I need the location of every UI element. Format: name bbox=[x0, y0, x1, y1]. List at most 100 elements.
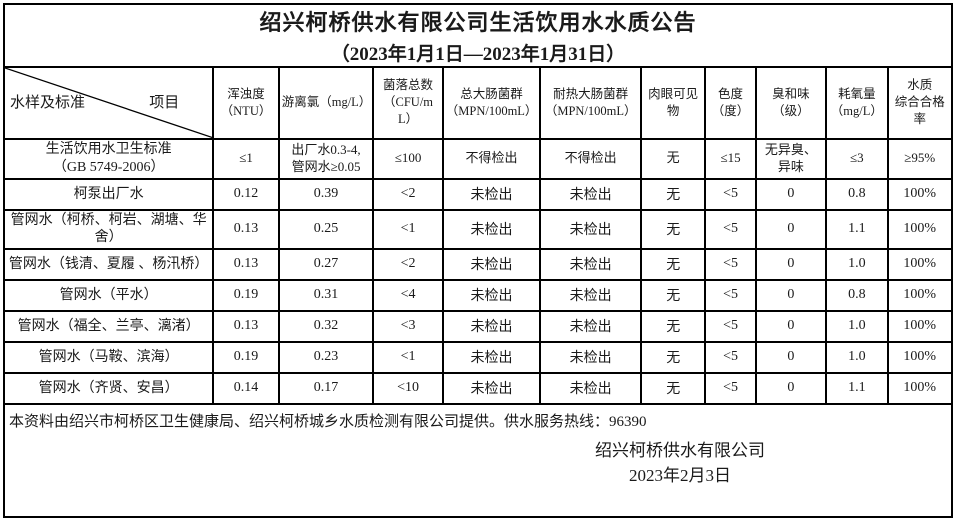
cell: 0 bbox=[754, 208, 828, 250]
col-header-colony-count: 菌落总数 （CFU/mL） bbox=[372, 66, 444, 140]
table-row: 管网水（钱清、夏履 、杨汛桥） 0.13 0.27 <2 未检出 未检出 无 <… bbox=[2, 247, 954, 281]
signature-block: 绍兴柯桥供水有限公司 2023年2月3日 bbox=[595, 438, 765, 489]
cell: 0.25 bbox=[277, 208, 375, 250]
col-header-heat-resistant-coliform: 耐热大肠菌群 （MPN/100mL） bbox=[539, 66, 642, 140]
table-row: 管网水（齐贤、安昌） 0.14 0.17 <10 未检出 未检出 无 <5 0 … bbox=[2, 371, 954, 405]
cell: 未检出 bbox=[539, 247, 642, 281]
cell: <5 bbox=[704, 177, 757, 211]
title-area: 绍兴柯桥供水有限公司生活饮用水水质公告 （2023年1月1日—2023年1月31… bbox=[3, 3, 953, 66]
cell: <5 bbox=[704, 208, 757, 250]
col-header-visible-matter: 肉眼可见物 bbox=[639, 66, 707, 140]
row-label: 管网水（柯桥、柯岩、湖塘、华舍） bbox=[2, 208, 215, 250]
cell: 无 bbox=[639, 208, 707, 250]
cell: ≤100 bbox=[372, 137, 444, 180]
cell: 100% bbox=[886, 371, 954, 405]
cell: 100% bbox=[886, 340, 954, 374]
cell: <5 bbox=[704, 247, 757, 281]
cell: 无异臭、 异味 bbox=[754, 137, 828, 180]
cell: 0.13 bbox=[212, 309, 280, 343]
cell: <1 bbox=[372, 208, 444, 250]
cell: 无 bbox=[639, 340, 707, 374]
page-subtitle: （2023年1月1日—2023年1月31日） bbox=[330, 44, 626, 65]
col-header-oxygen-consumption: 耗氧量 （mg/L） bbox=[825, 66, 889, 140]
cell: 未检出 bbox=[441, 371, 542, 405]
cell: 出厂水0.3-4, 管网水≥0.05 bbox=[277, 137, 375, 180]
cell: ≤1 bbox=[212, 137, 280, 180]
signature-date: 2023年2月3日 bbox=[629, 466, 731, 486]
cell: 1.0 bbox=[825, 247, 889, 281]
row-label: 管网水（福全、兰亭、漓渚） bbox=[2, 309, 215, 343]
cell: <2 bbox=[372, 247, 444, 281]
header-row: 水样及标准 项目 浑浊度 （NTU） 游离氯（mg/L） 菌落总数 （CFU/m… bbox=[2, 66, 954, 140]
cell: 未检出 bbox=[539, 177, 642, 211]
cell: 1.0 bbox=[825, 340, 889, 374]
cell: 无 bbox=[639, 137, 707, 180]
row-label: 生活饮用水卫生标准 （GB 5749-2006） bbox=[2, 137, 215, 180]
cell: <10 bbox=[372, 371, 444, 405]
water-quality-table: 水样及标准 项目 浑浊度 （NTU） 游离氯（mg/L） 菌落总数 （CFU/m… bbox=[2, 66, 954, 405]
cell: <5 bbox=[704, 309, 757, 343]
row-label: 管网水（钱清、夏履 、杨汛桥） bbox=[2, 247, 215, 281]
cell: 0.23 bbox=[277, 340, 375, 374]
cell: 未检出 bbox=[441, 208, 542, 250]
cell: 0.17 bbox=[277, 371, 375, 405]
cell: ≤15 bbox=[704, 137, 757, 180]
row-label: 柯泵出厂水 bbox=[2, 177, 215, 211]
col-header-total-coliform: 总大肠菌群 （MPN/100mL） bbox=[441, 66, 542, 140]
cell: 0 bbox=[754, 247, 828, 281]
cell: 0.12 bbox=[212, 177, 280, 211]
row-label: 管网水（马鞍、滨海） bbox=[2, 340, 215, 374]
cell: 100% bbox=[886, 278, 954, 312]
cell: 0 bbox=[754, 371, 828, 405]
cell: 0.31 bbox=[277, 278, 375, 312]
col-header-chroma: 色度 （度） bbox=[704, 66, 757, 140]
cell: ≤3 bbox=[825, 137, 889, 180]
cell: 不得检出 bbox=[539, 137, 642, 180]
cell: 0.13 bbox=[212, 208, 280, 250]
cell: 1.0 bbox=[825, 309, 889, 343]
cell: 未检出 bbox=[539, 208, 642, 250]
cell: 未检出 bbox=[441, 278, 542, 312]
cell: 0 bbox=[754, 309, 828, 343]
cell: <5 bbox=[704, 340, 757, 374]
cell: 0.27 bbox=[277, 247, 375, 281]
diagonal-line bbox=[5, 68, 212, 138]
cell: 1.1 bbox=[825, 371, 889, 405]
cell: 1.1 bbox=[825, 208, 889, 250]
cell: 0 bbox=[754, 340, 828, 374]
cell: 0.8 bbox=[825, 177, 889, 211]
cell: 未检出 bbox=[441, 340, 542, 374]
cell: 未检出 bbox=[441, 309, 542, 343]
cell: 未检出 bbox=[539, 340, 642, 374]
cell: 0.39 bbox=[277, 177, 375, 211]
table-row-standard: 生活饮用水卫生标准 （GB 5749-2006） ≤1 出厂水0.3-4, 管网… bbox=[2, 137, 954, 180]
cell: 100% bbox=[886, 309, 954, 343]
col-header-free-chlorine: 游离氯（mg/L） bbox=[277, 66, 375, 140]
cell: 0 bbox=[754, 278, 828, 312]
cell: <3 bbox=[372, 309, 444, 343]
cell: 0.8 bbox=[825, 278, 889, 312]
footer-note: 本资料由绍兴市柯桥区卫生健康局、绍兴柯桥城乡水质检测有限公司提供。供水服务热线：… bbox=[9, 413, 647, 430]
table-row: 柯泵出厂水 0.12 0.39 <2 未检出 未检出 无 <5 0 0.8 10… bbox=[2, 177, 954, 211]
cell: 未检出 bbox=[539, 278, 642, 312]
cell: 0.13 bbox=[212, 247, 280, 281]
cell: 无 bbox=[639, 309, 707, 343]
page-title: 绍兴柯桥供水有限公司生活饮用水水质公告 bbox=[259, 10, 697, 35]
signature-company: 绍兴柯桥供水有限公司 bbox=[595, 440, 765, 460]
cell: ≥95% bbox=[886, 137, 954, 180]
cell: <4 bbox=[372, 278, 444, 312]
cell: 未检出 bbox=[441, 247, 542, 281]
cell: 无 bbox=[639, 278, 707, 312]
col-header-odor: 臭和味 （级） bbox=[754, 66, 828, 140]
cell: 100% bbox=[886, 177, 954, 211]
cell: 100% bbox=[886, 208, 954, 250]
row-label: 管网水（平水） bbox=[2, 278, 215, 312]
cell: 未检出 bbox=[441, 177, 542, 211]
cell: 100% bbox=[886, 247, 954, 281]
row-label: 管网水（齐贤、安昌） bbox=[2, 371, 215, 405]
corner-label-sample: 水样及标准 bbox=[10, 94, 86, 111]
footer-area: 本资料由绍兴市柯桥区卫生健康局、绍兴柯桥城乡水质检测有限公司提供。供水服务热线：… bbox=[3, 404, 953, 518]
cell: 无 bbox=[639, 177, 707, 211]
corner-label-item: 项目 bbox=[149, 94, 180, 111]
corner-header-cell: 水样及标准 项目 bbox=[2, 66, 215, 140]
